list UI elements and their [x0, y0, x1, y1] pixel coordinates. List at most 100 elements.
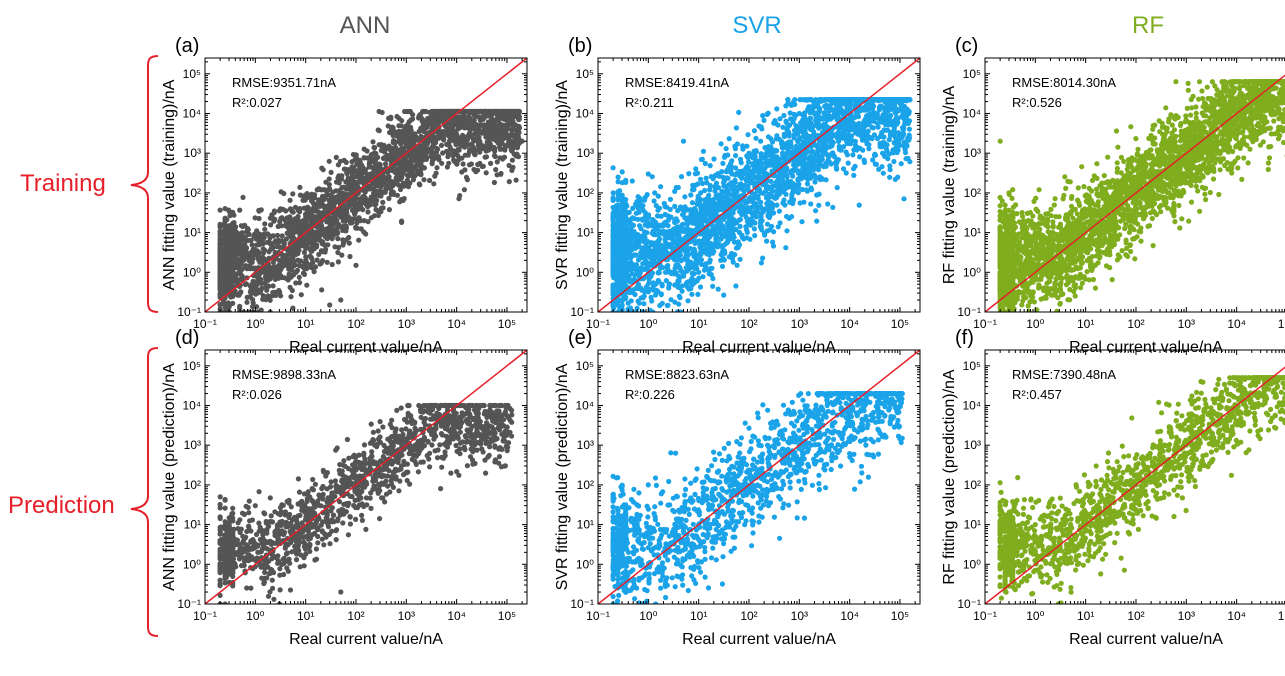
data-point — [319, 287, 325, 293]
data-point — [240, 257, 246, 263]
data-point — [390, 181, 397, 187]
data-point — [510, 127, 516, 133]
data-point — [319, 199, 325, 205]
data-point — [418, 172, 424, 178]
data-point — [244, 299, 250, 305]
data-point — [886, 107, 893, 113]
data-point — [327, 231, 333, 237]
data-point — [262, 226, 268, 232]
panel-b: (b)10⁻¹ 10⁰ 10¹ 10² 10³ 10⁴ 10⁵10⁻¹10⁰10¹10²10… — [554, 35, 921, 356]
data-point — [388, 147, 394, 153]
data-point — [459, 155, 465, 161]
x-tick-label: 10⁻¹ — [193, 317, 217, 331]
data-point — [891, 139, 897, 146]
data-point — [330, 189, 336, 195]
data-point — [356, 237, 362, 243]
data-point — [434, 145, 440, 151]
data-point — [408, 159, 414, 165]
data-point — [246, 231, 252, 237]
data-point — [446, 160, 452, 166]
data-point — [249, 242, 255, 248]
data-point — [258, 207, 264, 213]
data-point — [440, 150, 446, 156]
data-point — [866, 146, 872, 152]
data-point — [785, 124, 791, 130]
data-point — [345, 201, 351, 207]
y-tick-label: 10⁵ — [183, 67, 201, 81]
data-point — [801, 151, 808, 157]
data-point — [270, 283, 276, 289]
data-point — [820, 116, 826, 122]
data-point — [468, 161, 474, 167]
data-point — [258, 307, 264, 312]
data-point — [338, 297, 344, 303]
data-point — [340, 242, 346, 248]
data-point — [298, 292, 304, 298]
data-point — [303, 245, 309, 251]
data-point — [378, 147, 384, 153]
data-point — [811, 129, 817, 135]
data-point — [285, 231, 292, 237]
data-point — [424, 124, 430, 130]
data-point — [217, 268, 223, 274]
data-point — [273, 273, 279, 279]
data-point — [458, 118, 464, 124]
data-point — [619, 192, 625, 198]
data-point — [475, 125, 481, 131]
data-point — [615, 179, 621, 185]
data-point — [707, 186, 713, 193]
panel-label: (a) — [175, 35, 199, 57]
data-point — [273, 292, 279, 298]
data-point — [453, 141, 459, 148]
data-point — [649, 174, 655, 180]
data-point — [459, 140, 465, 146]
model-title-svr: SVR — [732, 12, 781, 39]
data-point — [405, 167, 411, 173]
data-point — [496, 124, 502, 130]
data-point — [694, 252, 700, 258]
row-label-training: Training — [20, 170, 106, 197]
data-point — [385, 123, 391, 129]
data-point — [239, 230, 245, 236]
data-point — [386, 177, 392, 183]
data-point — [629, 271, 635, 277]
data-point — [679, 288, 685, 294]
data-point — [406, 142, 412, 148]
panel-label: (b) — [568, 35, 592, 57]
data-point — [876, 166, 882, 172]
data-point — [267, 235, 273, 241]
data-point — [668, 297, 674, 303]
data-point — [244, 294, 250, 300]
data-point — [258, 240, 264, 246]
data-point — [887, 167, 893, 173]
data-point — [433, 123, 439, 129]
data-point — [313, 214, 319, 220]
data-point — [655, 277, 661, 284]
data-point — [419, 118, 425, 124]
data-point — [500, 108, 506, 115]
data-point — [303, 192, 309, 198]
data-point — [304, 266, 310, 272]
data-point — [732, 179, 738, 185]
data-point — [814, 192, 820, 198]
data-point — [847, 141, 854, 147]
data-point — [766, 214, 773, 221]
data-point — [707, 163, 713, 169]
data-point — [702, 160, 708, 167]
data-point — [387, 153, 393, 160]
data-point — [752, 233, 758, 239]
data-point — [720, 247, 726, 253]
scatter-points — [610, 97, 913, 312]
data-point — [222, 259, 228, 265]
data-point — [243, 263, 249, 269]
data-point — [464, 136, 470, 142]
data-point — [295, 250, 301, 257]
data-point — [485, 142, 491, 149]
data-point — [372, 165, 378, 171]
data-point — [490, 119, 496, 125]
data-point — [508, 142, 514, 149]
data-point — [480, 163, 486, 169]
data-point — [751, 226, 758, 232]
data-point — [339, 252, 345, 258]
